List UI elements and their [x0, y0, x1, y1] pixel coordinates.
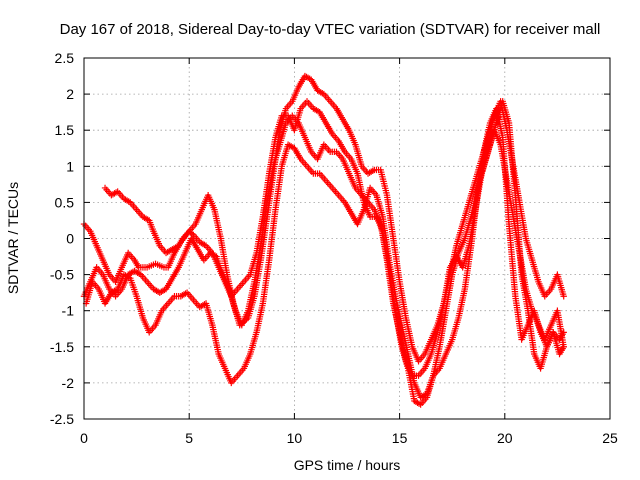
- x-axis-label: GPS time / hours: [294, 457, 401, 473]
- y-axis-label: SDTVAR / TECUs: [5, 182, 21, 294]
- y-tick-label-1: 2: [66, 86, 74, 102]
- series-track-d: [101, 98, 567, 408]
- x-tick-label-5: 25: [602, 430, 618, 446]
- y-tick-label-8: -1.5: [50, 339, 74, 355]
- x-tick-label-0: 0: [80, 430, 88, 446]
- x-tick-label-4: 20: [497, 430, 513, 446]
- y-tick-label-10: -2.5: [50, 411, 74, 427]
- x-tick-label-3: 15: [392, 430, 408, 446]
- tick-labels: 0 5 10 15 20 25 2.5 2 1.5 1 0.5 0 -0.5 -1 -1.5 -2 -2.5: [50, 50, 618, 446]
- chart-title: Day 167 of 2018, Sidereal Day-to-day VTE…: [60, 21, 601, 38]
- data-point-3-62: [188, 230, 196, 237]
- x-tick-label-2: 10: [287, 430, 303, 446]
- x-tick-label-1: 5: [185, 430, 193, 446]
- y-tick-label-3: 1: [66, 158, 74, 174]
- y-tick-label-7: -1: [62, 303, 75, 319]
- data-point-0-653: [560, 293, 567, 300]
- y-tick-label-2: 1.5: [55, 122, 75, 138]
- y-tick-label-9: -2: [62, 375, 75, 391]
- axis-ticks: [83, 57, 611, 420]
- y-tick-label-0: 2.5: [55, 50, 75, 66]
- y-tick-label-4: 0.5: [55, 194, 75, 210]
- data-point-2-690: [560, 329, 567, 336]
- y-tick-label-6: -0.5: [50, 267, 74, 283]
- data-markers: [80, 72, 567, 408]
- y-tick-label-5: 0: [66, 231, 74, 247]
- data-point-3-640: [560, 343, 567, 350]
